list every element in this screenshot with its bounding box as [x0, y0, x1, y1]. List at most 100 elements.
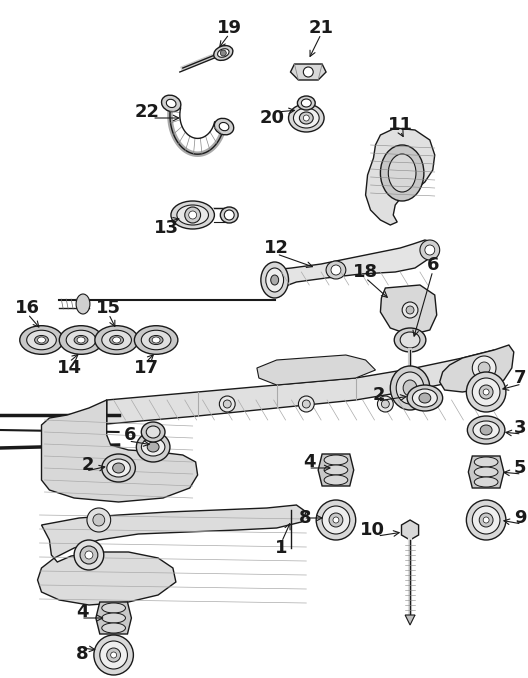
Ellipse shape [326, 261, 346, 279]
Text: 7: 7 [514, 369, 526, 387]
Ellipse shape [185, 207, 201, 223]
Circle shape [87, 508, 111, 532]
Text: 3: 3 [514, 419, 526, 437]
Ellipse shape [388, 154, 416, 192]
Ellipse shape [214, 45, 233, 60]
Text: 12: 12 [264, 239, 289, 257]
Ellipse shape [220, 207, 238, 223]
Ellipse shape [474, 457, 498, 467]
Ellipse shape [412, 389, 437, 407]
Ellipse shape [102, 623, 126, 633]
Ellipse shape [142, 438, 165, 456]
Ellipse shape [324, 465, 348, 475]
Polygon shape [37, 505, 306, 605]
Ellipse shape [301, 99, 311, 107]
Polygon shape [440, 345, 514, 392]
Circle shape [303, 400, 310, 408]
Text: 18: 18 [353, 263, 378, 281]
Ellipse shape [76, 294, 90, 314]
Circle shape [478, 362, 490, 374]
Polygon shape [401, 520, 419, 540]
Circle shape [93, 514, 105, 526]
Text: 16: 16 [15, 299, 40, 317]
Circle shape [74, 540, 103, 570]
Circle shape [316, 500, 356, 540]
Polygon shape [365, 128, 435, 225]
Ellipse shape [177, 205, 209, 225]
Ellipse shape [304, 115, 309, 121]
Text: 4: 4 [304, 453, 316, 471]
Circle shape [85, 551, 93, 559]
Ellipse shape [380, 145, 424, 201]
Ellipse shape [34, 336, 49, 344]
Ellipse shape [474, 477, 498, 487]
Ellipse shape [135, 325, 178, 355]
Text: 2: 2 [81, 456, 94, 474]
Polygon shape [42, 400, 197, 502]
Ellipse shape [224, 210, 234, 220]
Ellipse shape [112, 337, 120, 343]
Ellipse shape [147, 442, 159, 452]
Ellipse shape [102, 603, 126, 613]
Ellipse shape [297, 96, 315, 110]
Text: 13: 13 [154, 219, 178, 237]
Circle shape [473, 378, 500, 406]
Ellipse shape [102, 613, 126, 623]
Ellipse shape [188, 211, 196, 219]
Circle shape [406, 306, 414, 314]
Ellipse shape [288, 104, 324, 132]
Ellipse shape [261, 262, 288, 298]
Polygon shape [318, 454, 354, 486]
Text: 20: 20 [260, 109, 285, 127]
Circle shape [466, 500, 506, 540]
Ellipse shape [400, 332, 420, 348]
Ellipse shape [390, 366, 430, 410]
Ellipse shape [37, 337, 45, 343]
Text: 2: 2 [373, 386, 385, 404]
Ellipse shape [407, 385, 442, 411]
Ellipse shape [324, 475, 348, 485]
Text: 21: 21 [309, 19, 334, 37]
Circle shape [111, 652, 117, 658]
Ellipse shape [473, 421, 499, 439]
Ellipse shape [166, 99, 176, 108]
Text: 15: 15 [96, 299, 121, 317]
Circle shape [479, 385, 493, 399]
Ellipse shape [425, 245, 435, 255]
Text: 10: 10 [360, 521, 385, 539]
Ellipse shape [394, 328, 426, 352]
Circle shape [107, 648, 120, 662]
Ellipse shape [171, 201, 214, 229]
Ellipse shape [107, 459, 130, 477]
Circle shape [483, 517, 489, 523]
Ellipse shape [112, 463, 125, 473]
Circle shape [298, 396, 314, 412]
Ellipse shape [20, 325, 63, 355]
Ellipse shape [266, 268, 284, 292]
Ellipse shape [420, 240, 440, 260]
Text: 1: 1 [275, 539, 288, 557]
Ellipse shape [136, 432, 170, 462]
Text: 8: 8 [299, 509, 311, 527]
Circle shape [402, 302, 418, 318]
Ellipse shape [396, 372, 424, 404]
Ellipse shape [110, 336, 124, 344]
Circle shape [473, 506, 500, 534]
Ellipse shape [331, 265, 341, 275]
Circle shape [473, 356, 496, 380]
Circle shape [333, 517, 339, 523]
Ellipse shape [162, 95, 181, 112]
Text: 4: 4 [77, 603, 89, 621]
Ellipse shape [142, 330, 171, 350]
Ellipse shape [66, 330, 96, 350]
Text: 14: 14 [56, 359, 82, 377]
Polygon shape [380, 285, 437, 335]
Polygon shape [96, 602, 131, 634]
Ellipse shape [220, 50, 227, 56]
Ellipse shape [403, 380, 417, 396]
Ellipse shape [480, 425, 492, 435]
Circle shape [94, 635, 134, 675]
Circle shape [466, 372, 506, 412]
Text: 8: 8 [77, 645, 89, 663]
Polygon shape [265, 240, 435, 290]
